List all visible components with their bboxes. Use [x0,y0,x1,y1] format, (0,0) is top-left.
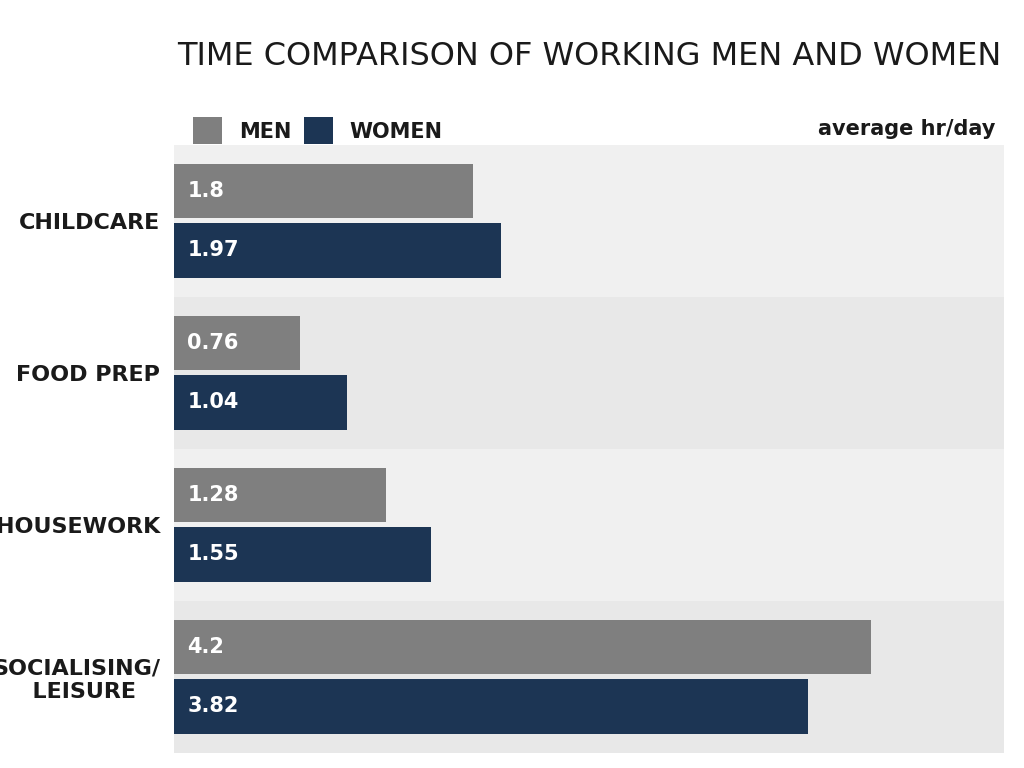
Text: average hr/day: average hr/day [818,118,995,138]
Bar [174,164,473,218]
Bar [174,296,1004,449]
Text: 0.76: 0.76 [187,333,239,353]
Bar [174,375,346,429]
Text: 1.04: 1.04 [187,392,239,412]
Text: 1.28: 1.28 [187,485,239,505]
Text: 1.55: 1.55 [187,545,239,564]
Bar [174,620,870,674]
Legend: MEN, WOMEN: MEN, WOMEN [184,109,451,153]
Text: 4.2: 4.2 [187,637,224,657]
Bar [174,527,431,581]
Bar [174,223,501,278]
Bar [174,144,1004,296]
Bar [174,316,300,370]
Text: 3.82: 3.82 [187,697,239,717]
Text: 1.8: 1.8 [187,181,224,201]
Bar [174,449,1004,601]
Bar [174,679,808,733]
Text: 1.97: 1.97 [187,240,239,260]
Bar [174,601,1004,753]
Text: TIME COMPARISON OF WORKING MEN AND WOMEN: TIME COMPARISON OF WORKING MEN AND WOMEN [177,41,1000,72]
Bar [174,468,386,522]
